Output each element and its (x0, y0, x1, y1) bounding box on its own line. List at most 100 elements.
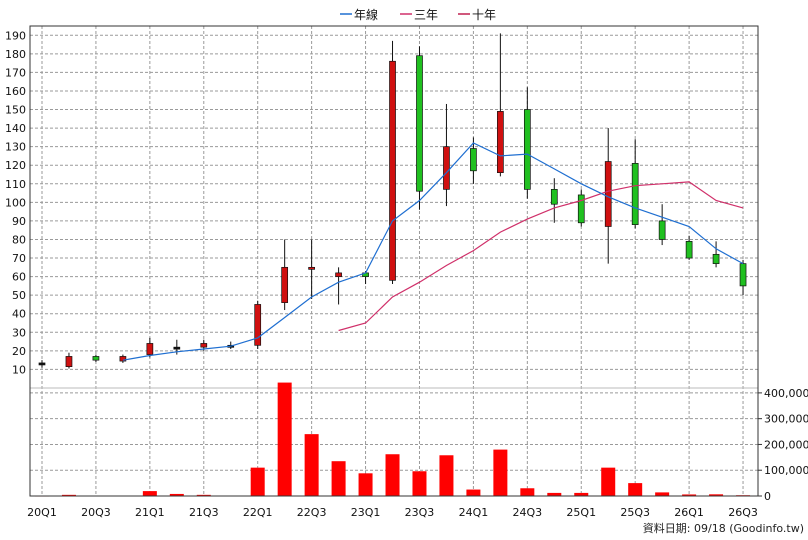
candle-body (38, 362, 46, 366)
price-tick-label: 120 (5, 159, 26, 172)
volume-bar (304, 434, 319, 496)
price-tick-label: 180 (5, 48, 26, 61)
candle-body (65, 356, 73, 368)
candle-body (200, 343, 208, 348)
volume-bar (493, 449, 508, 496)
moving-average-lines (122, 142, 744, 361)
volume-bar (520, 488, 535, 496)
x-tick-label: 25Q1 (566, 506, 596, 519)
volume-tick-label: 200,000 (764, 438, 808, 451)
ma-1y-line (122, 142, 744, 361)
x-tick-label: 22Q3 (297, 506, 327, 519)
volume-bars (35, 382, 751, 497)
volume-bar (61, 494, 76, 496)
candle-body (739, 263, 747, 287)
x-tick-label: 23Q3 (405, 506, 435, 519)
price-tick-label: 90 (12, 215, 26, 228)
candle-body (308, 266, 315, 270)
price-tick-label: 60 (12, 271, 26, 284)
candle-body (685, 240, 693, 259)
volume-bar (574, 492, 589, 496)
candle-body (577, 194, 585, 224)
volume-bar (169, 493, 184, 496)
x-tick-label: 21Q3 (189, 506, 219, 519)
x-tick-label: 26Q3 (728, 506, 758, 519)
x-tick-label: 21Q1 (135, 506, 165, 519)
x-tick-label: 22Q1 (243, 506, 273, 519)
candle-body (631, 163, 639, 225)
volume-bar (412, 471, 427, 496)
candle-body (604, 161, 612, 227)
candle-body (389, 60, 396, 281)
candle-body (523, 109, 531, 190)
candle-body (443, 146, 450, 190)
volume-axis: 0 100,000 200,000 300,000 400,000 (758, 387, 808, 503)
candle-body (550, 189, 558, 205)
price-tick-label: 10 (12, 363, 26, 376)
price-tick-label: 110 (5, 178, 26, 191)
price-axis: 10 20 30 40 50 60 70 80 90 100 110 120 130 140 150 160 1… (5, 29, 26, 376)
chart-legend: 年線 三年 十年 (340, 7, 496, 22)
volume-bar (250, 467, 265, 496)
volume-bar (142, 491, 157, 496)
volume-bar (628, 483, 643, 496)
volume-bar (682, 494, 697, 496)
candle-body (92, 356, 100, 361)
plot-border (29, 25, 759, 497)
legend-label: 年線 (354, 7, 378, 22)
candle-body (470, 148, 477, 172)
candle-body (119, 356, 127, 362)
price-tick-label: 30 (12, 326, 26, 339)
price-tick-label: 160 (5, 85, 26, 98)
volume-bar (277, 382, 292, 496)
volume-bar (196, 494, 211, 496)
x-tick-label: 24Q1 (459, 506, 489, 519)
price-tick-label: 100 (5, 196, 26, 209)
candle-body (416, 55, 423, 192)
price-tick-label: 50 (12, 289, 26, 302)
price-tick-label: 130 (5, 141, 26, 154)
volume-tick-label: 300,000 (764, 413, 808, 426)
volume-bar (358, 473, 373, 496)
volume-bar (601, 467, 616, 496)
volume-bar (385, 454, 400, 496)
x-axis: 20Q1 20Q3 21Q1 21Q3 22Q1 22Q3 23Q1 23Q3 24Q1 24Q3… (27, 506, 758, 519)
candle-body (254, 304, 262, 346)
volume-tick-label: 400,000 (764, 387, 808, 400)
x-tick-label: 26Q1 (674, 506, 704, 519)
price-tick-label: 170 (5, 66, 26, 79)
x-tick-label: 24Q3 (513, 506, 543, 519)
candle-body (497, 111, 504, 174)
legend-label: 三年 (414, 8, 438, 22)
data-source-note: 資料日期: 09/18 (Goodinfo.tw) (643, 521, 804, 535)
volume-tick-label: 0 (764, 490, 771, 503)
candle-body (281, 266, 289, 303)
x-tick-label: 20Q1 (27, 506, 57, 519)
candle-body (173, 346, 181, 350)
volume-bar (439, 455, 454, 496)
volume-bar (655, 492, 670, 496)
price-tick-label: 70 (12, 252, 26, 265)
legend-label: 十年 (472, 8, 496, 22)
ma-3y-line (338, 181, 744, 332)
candle-body (335, 272, 342, 277)
x-tick-label: 20Q3 (81, 506, 111, 519)
candlesticks (38, 33, 747, 369)
price-tick-label: 40 (12, 308, 26, 321)
volume-tick-label: 100,000 (764, 464, 808, 477)
volume-bar (709, 494, 724, 496)
volume-bar (466, 489, 481, 496)
price-tick-label: 80 (12, 233, 26, 246)
candle-body (146, 343, 154, 355)
price-tick-label: 190 (5, 29, 26, 42)
candle-body (658, 220, 666, 240)
x-tick-label: 25Q3 (620, 506, 650, 519)
volume-bar (331, 461, 346, 496)
price-tick-label: 150 (5, 104, 26, 117)
volume-bar (547, 492, 562, 496)
price-tick-label: 20 (12, 345, 26, 358)
plot-frame (29, 25, 759, 497)
x-tick-label: 23Q1 (351, 506, 381, 519)
candle-body (712, 253, 720, 264)
